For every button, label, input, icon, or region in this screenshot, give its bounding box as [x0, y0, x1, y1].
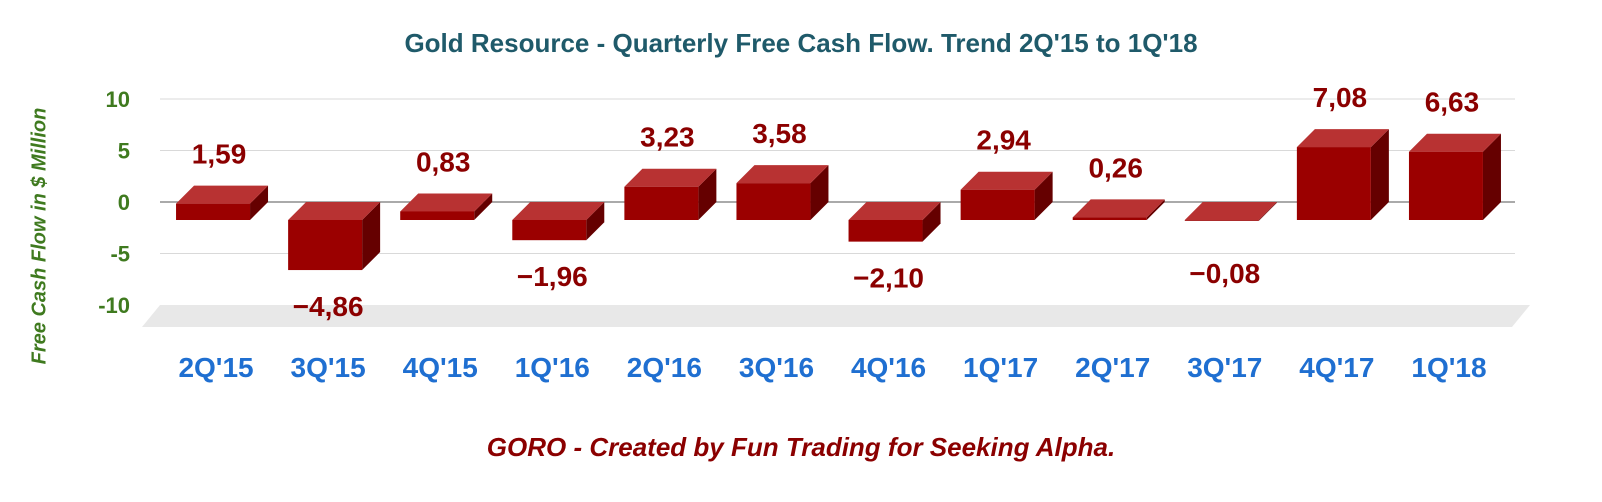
bar [624, 168, 717, 220]
x-tick-label: 2Q'15 [178, 352, 253, 383]
bar-top [288, 202, 381, 220]
bar-top [1296, 129, 1389, 148]
x-tick-label: 3Q'15 [291, 352, 366, 383]
chart-title: Gold Resource - Quarterly Free Cash Flow… [404, 28, 1198, 58]
x-tick-label: 2Q'16 [627, 352, 702, 383]
bar-front [960, 189, 1035, 220]
x-tick-label: 3Q'16 [739, 352, 814, 383]
bar-front [848, 220, 923, 242]
x-tick-label: 1Q'18 [1411, 352, 1486, 383]
bar-front [1296, 147, 1371, 220]
bar [848, 202, 941, 242]
bar-front [624, 186, 699, 220]
bar-top [624, 168, 717, 187]
bar-top [1072, 199, 1165, 218]
bar-top [1408, 133, 1501, 152]
bar-front [400, 211, 475, 220]
data-label: −4,86 [293, 291, 364, 322]
y-tick-label: -5 [110, 242, 130, 267]
data-label: 0,26 [1088, 152, 1143, 183]
bar-front [1408, 151, 1483, 220]
bar-side [1370, 129, 1389, 220]
bar-front [288, 220, 363, 271]
y-tick-label: 0 [118, 190, 130, 215]
bar-side [362, 202, 381, 271]
y-tick-label: 10 [106, 87, 130, 112]
x-tick-label: 3Q'17 [1187, 352, 1262, 383]
bar [1296, 129, 1389, 220]
labels: 10 5 0 -5 -10 1,59 2Q'15 −4,86 3Q'15 0,83 4Q'15 −1,… [98, 82, 1486, 383]
bar-side [250, 185, 269, 220]
bar [1184, 202, 1277, 221]
bar-top [400, 193, 493, 212]
x-tick-label: 2Q'17 [1075, 352, 1150, 383]
x-tick-label: 1Q'16 [515, 352, 590, 383]
x-tick-label: 4Q'17 [1299, 352, 1374, 383]
bar-front [736, 183, 811, 220]
data-label: 0,83 [416, 146, 471, 177]
source-footer: GORO - Created by Fun Trading for Seekin… [486, 432, 1116, 462]
gridlines [160, 98, 1515, 254]
bar-side [1258, 202, 1277, 221]
data-label: 7,08 [1313, 82, 1368, 113]
bar [288, 202, 381, 271]
bar-top [848, 202, 941, 220]
bar-side [586, 202, 605, 241]
x-tick-label: 4Q'15 [403, 352, 478, 383]
bar-side [474, 193, 493, 220]
data-label: −2,10 [853, 263, 924, 294]
data-label: −1,96 [517, 261, 588, 292]
bar [736, 165, 829, 220]
x-tick-label: 4Q'16 [851, 352, 926, 383]
bar-side [1146, 199, 1165, 220]
bar-front [512, 220, 587, 241]
data-label: 3,58 [752, 118, 807, 149]
bar-front [1184, 220, 1259, 221]
bar-top [960, 171, 1053, 190]
x-tick-label: 1Q'17 [963, 352, 1038, 383]
floor-plane [142, 305, 1530, 327]
data-label: −0,08 [1189, 258, 1260, 289]
bar-side [810, 165, 829, 220]
bar [1072, 199, 1165, 220]
bar-side [698, 168, 717, 220]
bar-top [736, 165, 829, 184]
bar-front [1072, 217, 1147, 220]
bar-front [176, 203, 251, 220]
floor [142, 305, 1530, 327]
y-tick-label: 5 [118, 139, 130, 164]
bars [176, 129, 1501, 271]
bar [176, 185, 269, 220]
bar-side [922, 202, 941, 242]
bar-side [1482, 133, 1501, 220]
data-label: 3,23 [640, 122, 695, 153]
bar-side [1034, 171, 1053, 220]
bar [512, 202, 605, 241]
bar-top [512, 202, 605, 220]
data-label: 6,63 [1425, 87, 1480, 118]
y-tick-label: -10 [98, 293, 130, 318]
data-label: 1,59 [192, 139, 247, 170]
bar [1408, 133, 1501, 220]
bar [960, 171, 1053, 220]
bar-top [176, 185, 269, 204]
data-label: 2,94 [976, 125, 1031, 156]
bar-top [1184, 202, 1277, 220]
bar [400, 193, 493, 220]
